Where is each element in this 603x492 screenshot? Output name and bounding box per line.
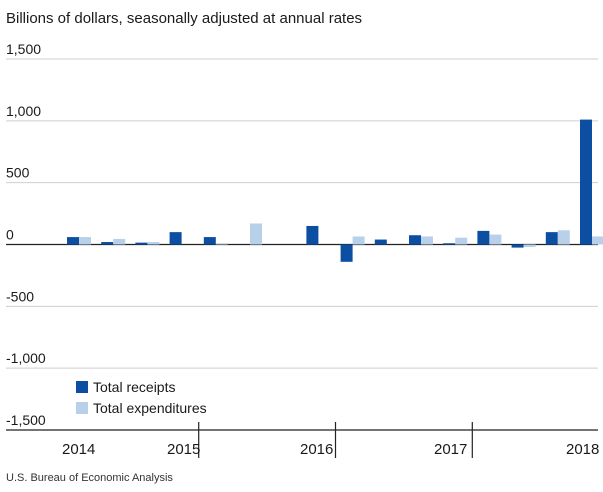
bar-expenditures <box>455 237 468 245</box>
bars <box>67 119 603 262</box>
bar-receipts <box>340 244 353 262</box>
bar-receipts <box>169 232 182 245</box>
x-axis: 2014 2015 2016 2017 2018 <box>62 422 599 458</box>
bar-expenditures <box>113 238 126 245</box>
bar-expenditures <box>147 242 160 245</box>
bar-expenditures <box>489 234 502 245</box>
bar-receipts <box>101 242 114 245</box>
legend-swatch <box>76 402 88 414</box>
bar-receipts <box>306 225 319 245</box>
bar-receipts <box>477 230 490 245</box>
bar-expenditures <box>557 230 570 245</box>
y-tick-label: -1,000 <box>6 350 46 366</box>
bar-receipts <box>580 119 592 245</box>
bar-expenditures <box>421 236 433 245</box>
y-tick-label: 0 <box>6 227 14 243</box>
bar-expenditures <box>592 236 603 245</box>
bar-expenditures <box>352 236 365 245</box>
y-axis-tick-labels: 1,500 1,000 500 0 -500 -1,000 -1,500 <box>6 41 46 428</box>
legend-swatch <box>76 381 88 393</box>
bar-receipts <box>374 239 387 245</box>
bar-receipts <box>443 243 456 245</box>
y-tick-label: -1,500 <box>6 412 46 428</box>
legend: Total receipts Total expenditures <box>76 379 207 416</box>
x-tick-label: 2017 <box>434 441 467 458</box>
bar-expenditures <box>523 244 536 247</box>
bar-expenditures <box>215 243 228 245</box>
x-tick-label: 2018 <box>566 441 599 458</box>
y-tick-label: 1,500 <box>6 41 41 57</box>
legend-label: Total receipts <box>93 379 175 395</box>
y-tick-label: -500 <box>6 288 34 304</box>
bar-expenditures <box>250 223 262 245</box>
bar-receipts <box>203 237 216 245</box>
source-note: U.S. Bureau of Economic Analysis <box>6 472 173 484</box>
bar-expenditures <box>79 237 91 245</box>
bar-receipts <box>135 242 148 245</box>
y-tick-label: 1,000 <box>6 103 41 119</box>
chart-subtitle: Billions of dollars, seasonally adjusted… <box>6 10 362 27</box>
x-tick-label: 2016 <box>300 441 333 458</box>
bar-receipts <box>67 237 79 245</box>
gridlines <box>6 58 598 431</box>
bar-receipts <box>409 235 421 245</box>
y-tick-label: 500 <box>6 165 30 181</box>
bar-receipts <box>545 232 558 245</box>
x-tick-label: 2014 <box>62 441 95 458</box>
legend-label: Total expenditures <box>93 400 207 416</box>
bar-receipts <box>511 244 524 248</box>
x-tick-label: 2015 <box>167 441 200 458</box>
